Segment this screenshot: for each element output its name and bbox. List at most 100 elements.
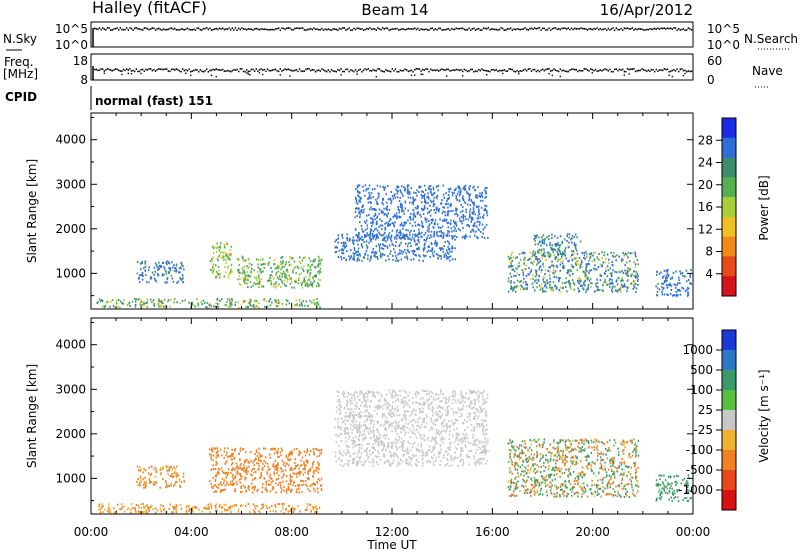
echo-cell <box>266 490 268 493</box>
echo-cell <box>614 285 616 288</box>
echo-cell <box>389 237 392 240</box>
nsky-point <box>447 27 449 30</box>
echo-cell <box>522 271 524 274</box>
echo-cell <box>418 228 420 231</box>
echo-cell <box>611 287 613 290</box>
echo-cell <box>174 470 176 473</box>
colorbar-tick-label: 28 <box>698 133 713 147</box>
echo-cell <box>283 473 285 476</box>
nsky-point <box>513 28 515 30</box>
echo-cell <box>160 302 163 305</box>
nsky-point <box>634 28 637 30</box>
echo-cell <box>596 268 598 271</box>
echo-cell <box>417 205 419 208</box>
echo-cell <box>303 256 305 259</box>
echo-cell <box>404 237 406 240</box>
echo-cell <box>377 203 379 205</box>
echo-cell <box>622 279 624 282</box>
echo-cell <box>143 304 145 307</box>
echo-cell <box>255 277 257 280</box>
echo-cell <box>396 229 399 232</box>
echo-cell <box>622 258 624 261</box>
echo-cell <box>586 278 589 281</box>
echo-cell <box>418 403 420 406</box>
nsky-point <box>618 28 621 31</box>
echo-cell <box>284 469 287 472</box>
echo-cell <box>173 508 175 511</box>
nsky-point <box>290 28 293 31</box>
echo-cell <box>174 473 177 476</box>
freq-point <box>407 70 409 73</box>
echo-cell <box>449 426 451 429</box>
echo-cell <box>210 449 213 451</box>
echo-cell <box>430 200 433 203</box>
echo-cell <box>535 236 537 239</box>
echo-cell <box>272 510 274 512</box>
echo-cell <box>543 253 545 255</box>
freq-point <box>318 69 320 71</box>
echo-cell <box>458 190 460 193</box>
echo-cell <box>227 508 229 511</box>
freq-point <box>663 68 665 70</box>
echo-cell <box>419 186 422 188</box>
echo-cell <box>403 453 405 456</box>
echo-cell <box>358 207 360 210</box>
echo-cell <box>435 232 438 235</box>
echo-cell <box>474 224 476 227</box>
freq-point <box>511 68 513 71</box>
echo-cell <box>399 196 401 199</box>
echo-cell <box>436 186 438 189</box>
echo-cell <box>587 277 589 280</box>
echo-cell <box>508 258 511 260</box>
echo-cell <box>666 276 668 279</box>
echo-cell <box>554 243 556 246</box>
echo-cell <box>462 199 465 201</box>
echo-cell <box>535 270 538 272</box>
echo-cell <box>405 221 407 224</box>
echo-cell <box>277 464 279 467</box>
echo-cell <box>153 468 155 471</box>
echo-cell <box>261 285 263 288</box>
nsky-point <box>630 28 632 30</box>
echo-cell <box>231 462 234 464</box>
echo-cell <box>458 186 461 189</box>
echo-cell <box>381 201 383 204</box>
echo-cell <box>229 302 231 305</box>
echo-cell <box>228 455 231 458</box>
echo-cell <box>507 277 510 280</box>
echo-cell <box>589 257 591 260</box>
echo-cell <box>424 206 426 209</box>
echo-cell <box>365 391 367 394</box>
echo-cell <box>555 276 558 279</box>
echo-cell <box>674 284 677 287</box>
echo-cell <box>399 394 401 397</box>
echo-cell <box>245 274 247 277</box>
echo-cell <box>661 293 664 296</box>
echo-cell <box>390 234 393 237</box>
echo-cell <box>669 277 672 280</box>
echo-cell <box>253 471 255 474</box>
echo-cell <box>556 266 558 269</box>
echo-cell <box>219 244 221 247</box>
echo-cell <box>585 276 588 278</box>
echo-cell <box>637 263 639 266</box>
echo-cell <box>259 459 261 462</box>
echo-cell <box>313 259 315 262</box>
echo-cell <box>366 393 369 396</box>
echo-cell <box>261 455 263 457</box>
echo-cell <box>404 234 406 236</box>
echo-cell <box>609 267 612 270</box>
echo-cell <box>157 274 159 277</box>
echo-cell <box>415 254 417 257</box>
nsky-point <box>495 28 497 31</box>
echo-cell <box>557 277 560 280</box>
nsky-point <box>521 28 523 31</box>
echo-cell <box>302 300 304 303</box>
echo-cell <box>309 504 312 506</box>
echo-cell <box>272 285 275 288</box>
echo-cell <box>338 408 340 411</box>
freq-point <box>438 70 440 72</box>
echo-cell <box>227 265 229 268</box>
echo-cell <box>471 218 473 221</box>
echo-cell <box>314 510 316 513</box>
